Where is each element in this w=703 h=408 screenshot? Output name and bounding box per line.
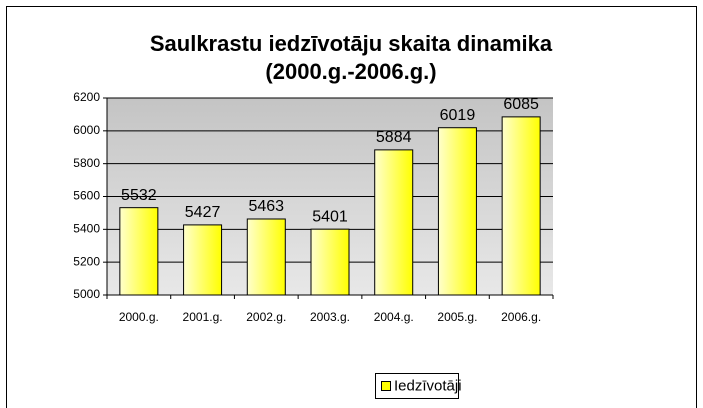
y-tick-label: 6200 [73,90,100,104]
data-label: 5884 [376,129,412,146]
y-tick-label: 6000 [73,123,100,137]
y-tick-label: 5800 [73,156,100,170]
legend-swatch [381,381,391,391]
data-label: 5532 [121,187,157,204]
data-label: 5427 [185,204,221,221]
bar [310,228,350,296]
x-tick-label: 2000.g. [119,310,159,324]
chart-title: (2000.g.-2006.g.) [265,59,436,84]
bar [183,224,223,296]
data-label: 6019 [440,107,476,124]
x-tick-label: 2006.g. [501,310,541,324]
y-tick-label: 5000 [73,287,100,301]
x-tick-label: 2005.g. [437,310,477,324]
bar [501,116,541,296]
bar [374,149,414,296]
y-tick-label: 5400 [73,222,100,236]
x-tick-label: 2001.g. [183,310,223,324]
legend-label: Iedzīvotāji [394,377,462,394]
bar [246,218,286,296]
y-tick-label: 5200 [73,254,100,268]
data-label: 5463 [248,198,284,215]
x-tick-label: 2004.g. [374,310,414,324]
x-tick-label: 2003.g. [310,310,350,324]
x-tick-label: 2002.g. [246,310,286,324]
chart-title: Saulkrastu iedzīvotāju skaita dinamika [150,31,553,56]
data-label: 6085 [503,96,539,113]
data-label: 5401 [312,208,348,225]
bar [119,207,159,296]
y-tick-label: 5600 [73,189,100,203]
bar [437,127,477,296]
